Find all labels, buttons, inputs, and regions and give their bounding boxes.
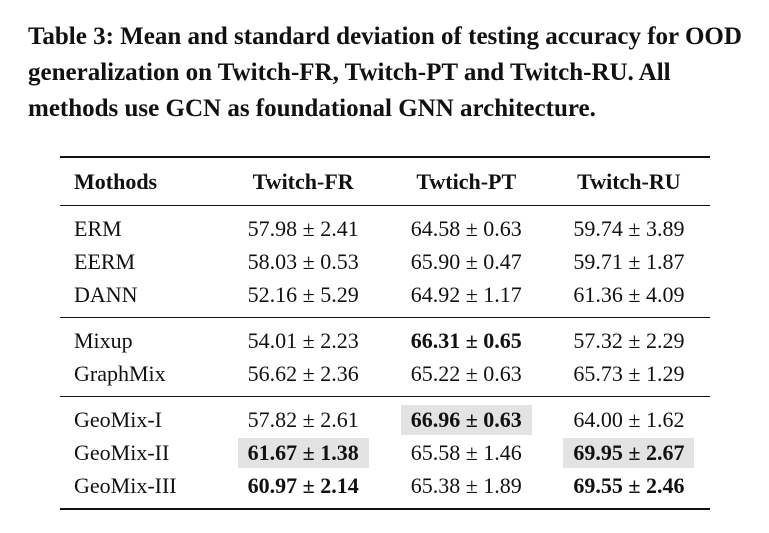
method-cell: GeoMix-II: [74, 439, 170, 465]
value-text: 65.38 ± 1.89: [410, 472, 522, 498]
value-cell-fr: 58.03 ± 0.53: [222, 245, 385, 278]
value-cell-ru: 65.73 ± 1.29: [548, 357, 710, 397]
method-cell: Mixup: [74, 327, 133, 353]
header-twitch-fr: Twitch-FR: [252, 168, 354, 194]
table-row: EERM 58.03 ± 0.53 65.90 ± 0.47 59.71 ± 1…: [60, 245, 710, 278]
table-caption: Table 3: Mean and standard deviation of …: [28, 23, 742, 122]
value-text: 58.03 ± 0.53: [247, 248, 359, 274]
method-cell: DANN: [74, 281, 138, 307]
value-text: 57.32 ± 2.29: [573, 327, 685, 353]
value-cell-pt: 65.38 ± 1.89: [385, 469, 548, 509]
value-text-best: 61.67 ± 1.38: [237, 437, 369, 468]
value-text: 54.01 ± 2.23: [247, 327, 359, 353]
value-cell-fr: 54.01 ± 2.23: [222, 318, 385, 358]
value-text-bold: 60.97 ± 2.14: [247, 472, 359, 498]
table-row: GraphMix 56.62 ± 2.36 65.22 ± 0.63 65.73…: [60, 357, 710, 397]
table-row: ERM 57.98 ± 2.41 64.58 ± 0.63 59.74 ± 3.…: [60, 206, 710, 246]
value-cell-ru: 59.74 ± 3.89: [548, 206, 710, 246]
value-cell-fr: 61.67 ± 1.38: [222, 436, 385, 469]
value-cell-pt: 64.58 ± 0.63: [385, 206, 548, 246]
value-cell-fr: 52.16 ± 5.29: [222, 278, 385, 318]
value-text: 65.22 ± 0.63: [410, 360, 522, 386]
table-row: GeoMix-II 61.67 ± 1.38 65.58 ± 1.46 69.9…: [60, 436, 710, 469]
header-twitch-ru: Twitch-RU: [577, 168, 681, 194]
value-cell-ru: 57.32 ± 2.29: [548, 318, 710, 358]
value-cell-pt: 65.90 ± 0.47: [385, 245, 548, 278]
method-cell: ERM: [74, 215, 122, 241]
value-cell-pt: 64.92 ± 1.17: [385, 278, 548, 318]
value-cell-fr: 57.98 ± 2.41: [222, 206, 385, 246]
table-row: GeoMix-I 57.82 ± 2.61 66.96 ± 0.63 64.00…: [60, 397, 710, 437]
method-cell: GeoMix-I: [74, 406, 162, 432]
results-table: Mothods Twitch-FR Twtich-PT Twitch-RU ER…: [60, 156, 710, 510]
value-cell-ru: 69.95 ± 2.67: [548, 436, 710, 469]
value-text: 56.62 ± 2.36: [247, 360, 359, 386]
value-text: 59.74 ± 3.89: [573, 215, 685, 241]
value-cell-pt: 66.96 ± 0.63: [385, 397, 548, 437]
header-twitch-pt: Twtich-PT: [416, 168, 517, 194]
table-header: Mothods Twitch-FR Twtich-PT Twitch-RU: [60, 157, 710, 206]
value-text: 59.71 ± 1.87: [573, 248, 685, 274]
value-text: 57.82 ± 2.61: [247, 406, 359, 432]
method-cell: GraphMix: [74, 360, 166, 386]
value-text: 65.58 ± 1.46: [410, 439, 522, 465]
method-cell: GeoMix-III: [74, 472, 177, 498]
value-cell-ru: 61.36 ± 4.09: [548, 278, 710, 318]
value-cell-fr: 57.82 ± 2.61: [222, 397, 385, 437]
value-text: 61.36 ± 4.09: [573, 281, 685, 307]
group-geomix: GeoMix-I 57.82 ± 2.61 66.96 ± 0.63 64.00…: [60, 397, 710, 509]
value-text: 64.92 ± 1.17: [410, 281, 522, 307]
value-cell-fr: 56.62 ± 2.36: [222, 357, 385, 397]
group-mixup: Mixup 54.01 ± 2.23 66.31 ± 0.65 57.32 ± …: [60, 318, 710, 397]
value-cell-pt: 65.22 ± 0.63: [385, 357, 548, 397]
value-text: 64.00 ± 1.62: [573, 406, 685, 432]
table-row: GeoMix-III 60.97 ± 2.14 65.38 ± 1.89 69.…: [60, 469, 710, 509]
value-text-bold: 66.31 ± 0.65: [410, 327, 522, 353]
results-table-container: Mothods Twitch-FR Twtich-PT Twitch-RU ER…: [60, 156, 710, 510]
value-cell-ru: 59.71 ± 1.87: [548, 245, 710, 278]
value-text: 57.98 ± 2.41: [247, 215, 359, 241]
value-text-best: 66.96 ± 0.63: [400, 404, 532, 435]
group-baselines: ERM 57.98 ± 2.41 64.58 ± 0.63 59.74 ± 3.…: [60, 206, 710, 318]
value-text: 65.90 ± 0.47: [410, 248, 522, 274]
value-cell-ru: 64.00 ± 1.62: [548, 397, 710, 437]
value-cell-ru: 69.55 ± 2.46: [548, 469, 710, 509]
value-cell-fr: 60.97 ± 2.14: [222, 469, 385, 509]
value-text: 65.73 ± 1.29: [573, 360, 685, 386]
value-cell-pt: 66.31 ± 0.65: [385, 318, 548, 358]
table-row: Mixup 54.01 ± 2.23 66.31 ± 0.65 57.32 ± …: [60, 318, 710, 358]
method-cell: EERM: [74, 248, 136, 274]
header-methods: Mothods: [74, 168, 158, 194]
table-row: DANN 52.16 ± 5.29 64.92 ± 1.17 61.36 ± 4…: [60, 278, 710, 318]
value-text: 52.16 ± 5.29: [247, 281, 359, 307]
header-row: Mothods Twitch-FR Twtich-PT Twitch-RU: [60, 157, 710, 206]
value-cell-pt: 65.58 ± 1.46: [385, 436, 548, 469]
value-text-bold: 69.55 ± 2.46: [573, 472, 685, 498]
value-text-best: 69.95 ± 2.67: [563, 437, 695, 468]
value-text: 64.58 ± 0.63: [410, 215, 522, 241]
